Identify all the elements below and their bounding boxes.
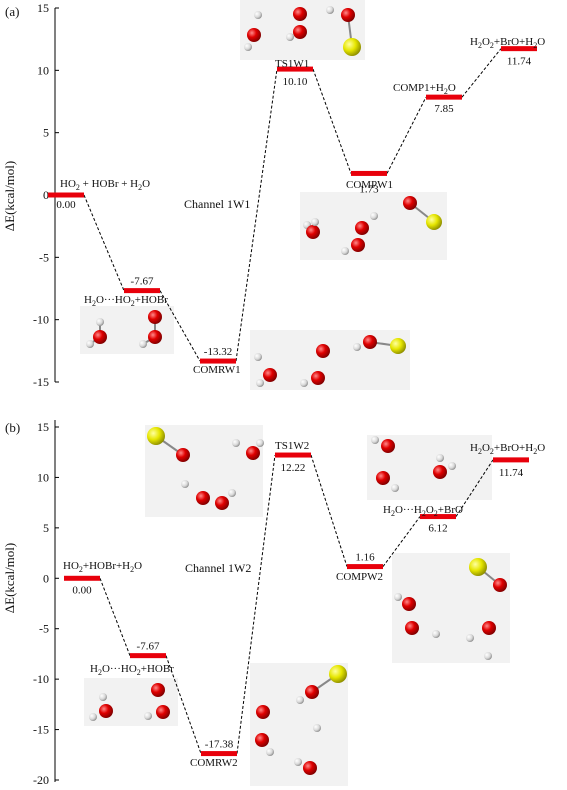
energy-level-bar <box>277 66 313 72</box>
y-tick-label: -5 <box>39 250 49 264</box>
y-tick-label: -15 <box>33 723 49 737</box>
path-connector <box>83 194 125 291</box>
panel-a: (a) -15 -10 -5 0 5 10 15 ΔE(kcal/mol) Channel … <box>2 0 545 390</box>
energy-level-bar <box>420 514 456 520</box>
structure-inset-comrw1 <box>250 330 410 390</box>
species-label-h2o-complex-a: H2O···HO2+HOBr <box>84 294 168 308</box>
path-connector <box>455 459 494 517</box>
species-label-comp1-h2o: COMP1+H2O <box>393 82 456 96</box>
energy-value-label: 1.73 <box>359 183 379 195</box>
y-axis-title-a: ΔE(kcal/mol) <box>2 161 17 231</box>
energy-value-label: -17.38 <box>205 739 234 751</box>
channel-label-b: Channel 1W2 <box>185 561 251 575</box>
energy-level-bar <box>130 653 166 659</box>
species-label-reactants-a: HO2 + HOBr + H2O <box>60 178 150 192</box>
energy-value-label: 12.22 <box>281 462 306 474</box>
structure-inset-compw1 <box>300 192 447 260</box>
y-tick-label: 15 <box>37 1 49 15</box>
y-tick-label: -5 <box>39 622 49 636</box>
energy-value-label: 11.74 <box>507 56 532 68</box>
path-connector <box>461 48 502 98</box>
energy-level-bar <box>48 192 84 198</box>
energy-level-bar <box>201 751 237 757</box>
energy-value-label: 7.85 <box>434 103 454 115</box>
species-label-products-a: H2O2+BrO+H2O <box>470 36 545 50</box>
energy-level-bar <box>275 452 311 458</box>
path-connector <box>99 578 131 656</box>
panel-label-b: (b) <box>5 420 20 435</box>
species-label-reactants-b: HO2+HOBr+H2O <box>63 560 142 574</box>
species-label-compw2: COMPW2 <box>336 571 383 583</box>
path-connector <box>165 655 202 754</box>
panel-b: (b) -20 -15 -10 -5 0 5 10 15 ΔE(kcal/mol) Chann… <box>2 420 545 787</box>
y-ticks-a: -15 -10 -5 0 5 10 15 <box>33 1 59 389</box>
structure-inset-reactant-complex-b <box>84 678 178 726</box>
channel-label-a: Channel 1W1 <box>184 197 250 211</box>
energy-level-bar <box>426 94 462 100</box>
y-tick-label: 15 <box>37 420 49 434</box>
species-label-products-b: H2O2+BrO+H2O <box>470 442 545 456</box>
structure-inset-reactant-complex-a <box>80 306 174 354</box>
species-label-ts1w2: TS1W2 <box>275 440 309 452</box>
energy-value-label: -13.32 <box>204 346 232 358</box>
energy-level-bar <box>347 564 383 570</box>
structure-inset-h2o-h2o2-bro <box>367 435 492 500</box>
y-tick-label: -10 <box>33 672 49 686</box>
species-label-comrw2: COMRW2 <box>190 757 238 769</box>
panel-label-a: (a) <box>5 4 19 19</box>
energy-value-label: 0.00 <box>56 199 76 211</box>
energy-value-label: -7.67 <box>131 276 154 288</box>
structure-inset-ts1w1 <box>240 0 365 60</box>
species-label-h2o-h2o2-bro: H2O···H2O2+BrO <box>383 504 463 518</box>
energy-level-bar <box>493 457 529 463</box>
energy-value-label: 10.10 <box>283 76 308 88</box>
y-tick-label: 5 <box>43 126 49 140</box>
energy-value-label: -7.67 <box>137 641 160 653</box>
y-tick-label: 5 <box>43 521 49 535</box>
plot-area-b: 0.00 -7.67 -17.38 12.22 1.16 6.12 11.74 <box>64 452 529 757</box>
energy-level-bar <box>351 170 387 176</box>
species-label-comrw1: COMRW1 <box>193 364 241 376</box>
path-connector <box>236 454 276 754</box>
y-tick-label: 10 <box>37 63 49 77</box>
energy-level-bar <box>124 288 160 294</box>
species-label-ts1w1: TS1W1 <box>275 58 309 70</box>
structure-inset-ts1w2 <box>145 425 264 517</box>
energy-level-bar <box>501 46 537 52</box>
path-connector <box>386 96 427 174</box>
plot-area-a: 0.00 -7.67 -13.32 10.10 1.73 7.85 11.74 <box>48 46 537 364</box>
structure-inset-comrw2 <box>250 663 348 786</box>
energy-value-label: 11.74 <box>499 467 524 479</box>
energy-value-label: 0.00 <box>72 584 92 596</box>
path-connector <box>235 69 278 362</box>
structure-inset-compw2 <box>392 553 510 663</box>
energy-value-label: 6.12 <box>428 523 447 535</box>
energy-level-bar <box>64 575 100 581</box>
y-tick-label: -20 <box>33 773 49 787</box>
path-connector <box>159 290 201 362</box>
path-connector <box>312 68 352 174</box>
species-label-compw1: COMPW1 <box>346 179 393 191</box>
species-label-h2o-complex-b: H2O···HO2+HOBr <box>90 663 174 677</box>
y-tick-label: 0 <box>43 571 49 585</box>
energy-value-label: 1.16 <box>355 552 375 564</box>
y-tick-label: -10 <box>33 313 49 327</box>
y-axis-title-b: ΔE(kcal/mol) <box>2 543 17 613</box>
y-tick-label: 10 <box>37 470 49 484</box>
y-tick-label: 0 <box>43 188 49 202</box>
y-ticks-b: -20 -15 -10 -5 0 5 10 15 <box>33 420 59 787</box>
y-tick-label: -15 <box>33 375 49 389</box>
energy-level-bar <box>200 358 236 364</box>
path-connector <box>310 454 348 567</box>
path-connector <box>382 516 421 567</box>
